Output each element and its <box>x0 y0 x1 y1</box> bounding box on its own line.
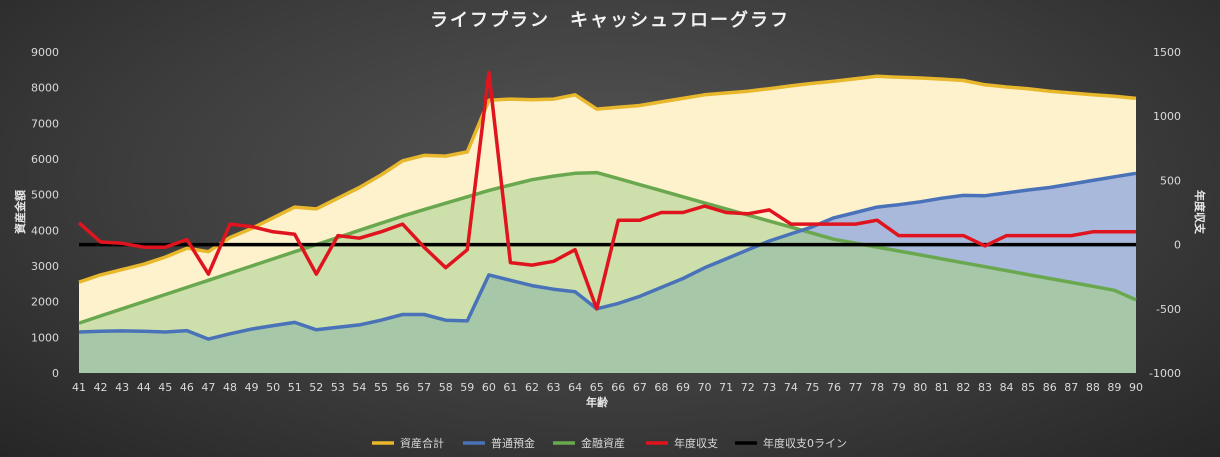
chart-title: ライフプラン キャッシュフローグラフ <box>430 9 790 31</box>
y-axis-left-ticks: 0 1000 2000 3000 4000 5000 6000 7000 8000 9000 <box>31 46 59 380</box>
x-tick-label: 74 <box>784 381 798 394</box>
x-tick-label: 62 <box>525 381 539 394</box>
y-right-tick-label: 500 <box>1160 174 1181 187</box>
x-tick-label: 50 <box>266 381 280 394</box>
y-left-tick-label: 1000 <box>31 331 59 344</box>
x-tick-label: 77 <box>849 381 863 394</box>
x-tick-label: 51 <box>288 381 302 394</box>
x-tick-label: 79 <box>892 381 906 394</box>
x-tick-label: 45 <box>158 381 172 394</box>
x-tick-label: 49 <box>245 381 259 394</box>
x-tick-label: 89 <box>1107 381 1121 394</box>
y-right-tick-label: -1000 <box>1149 367 1181 380</box>
x-tick-label: 80 <box>913 381 927 394</box>
x-tick-label: 58 <box>439 381 453 394</box>
x-tick-label: 67 <box>633 381 647 394</box>
x-tick-label: 70 <box>698 381 712 394</box>
legend-label: 年度収支0ライン <box>763 436 847 450</box>
x-axis-title: 年齢 <box>586 395 609 409</box>
x-tick-label: 81 <box>935 381 949 394</box>
line-savings <box>78 171 1137 341</box>
x-tick-label: 69 <box>676 381 690 394</box>
y-right-tick-label: 1000 <box>1153 110 1181 123</box>
x-tick-label: 86 <box>1043 381 1057 394</box>
x-tick-label: 44 <box>137 381 151 394</box>
x-tick-label: 59 <box>460 381 474 394</box>
x-tick-label: 76 <box>827 381 841 394</box>
x-tick-label: 55 <box>374 381 388 394</box>
y-left-tick-label: 8000 <box>31 82 59 95</box>
y-right-tick-label: -500 <box>1156 303 1181 316</box>
legend-label: 金融資産 <box>581 436 625 450</box>
legend: 資産合計 普通預金 金融資産 年度収支 年度収支0ライン <box>372 436 847 450</box>
x-tick-label: 73 <box>762 381 776 394</box>
x-tick-label: 52 <box>309 381 323 394</box>
x-tick-label: 63 <box>547 381 561 394</box>
x-tick-label: 78 <box>870 381 884 394</box>
legend-label: 資産合計 <box>400 436 444 450</box>
y-left-tick-label: 6000 <box>31 153 59 166</box>
x-tick-label: 71 <box>719 381 733 394</box>
plot-area <box>77 70 1137 374</box>
y-axis-right-title: 年度収支 <box>1193 190 1207 235</box>
x-tick-label: 65 <box>590 381 604 394</box>
x-tick-label: 61 <box>503 381 517 394</box>
x-tick-label: 68 <box>654 381 668 394</box>
y-right-tick-label: 0 <box>1174 239 1181 252</box>
x-tick-label: 82 <box>956 381 970 394</box>
line-annual <box>77 70 1136 311</box>
x-tick-label: 56 <box>396 381 410 394</box>
x-tick-label: 72 <box>741 381 755 394</box>
x-tick-label: 75 <box>805 381 819 394</box>
y-axis-right-ticks: -1000 -500 0 500 1000 1500 <box>1149 46 1181 380</box>
x-tick-label: 66 <box>611 381 625 394</box>
y-right-tick-label: 1500 <box>1153 46 1181 59</box>
x-tick-label: 42 <box>94 381 108 394</box>
x-tick-label: 46 <box>180 381 194 394</box>
y-left-tick-label: 5000 <box>31 189 59 202</box>
x-tick-label: 85 <box>1021 381 1035 394</box>
y-left-tick-label: 7000 <box>31 117 59 130</box>
y-left-tick-label: 2000 <box>31 296 59 309</box>
y-left-tick-label: 0 <box>52 367 59 380</box>
x-tick-label: 87 <box>1064 381 1078 394</box>
legend-label: 年度収支 <box>674 436 718 450</box>
x-tick-label: 41 <box>72 381 86 394</box>
y-left-tick-label: 3000 <box>31 260 59 273</box>
x-tick-label: 53 <box>331 381 345 394</box>
x-tick-label: 90 <box>1129 381 1143 394</box>
x-axis-ticks: 41 42 43 44 45 46 47 48 49 50 51 52 53 54 55 56 57 58 59 60… <box>72 381 1143 394</box>
x-tick-label: 43 <box>115 381 129 394</box>
x-tick-label: 83 <box>978 381 992 394</box>
y-axis-left-title: 資産金額 <box>13 190 27 234</box>
x-tick-label: 84 <box>1000 381 1014 394</box>
x-tick-label: 88 <box>1086 381 1100 394</box>
y-left-tick-label: 4000 <box>31 224 59 237</box>
x-tick-label: 48 <box>223 381 237 394</box>
x-tick-label: 64 <box>568 381 582 394</box>
x-tick-label: 60 <box>482 381 496 394</box>
legend-label: 普通預金 <box>491 436 535 450</box>
area-overlap <box>79 233 1136 373</box>
y-left-tick-label: 9000 <box>31 46 59 59</box>
line-financial <box>78 170 1137 325</box>
x-tick-label: 54 <box>352 381 366 394</box>
x-tick-label: 47 <box>201 381 215 394</box>
x-tick-label: 57 <box>417 381 431 394</box>
